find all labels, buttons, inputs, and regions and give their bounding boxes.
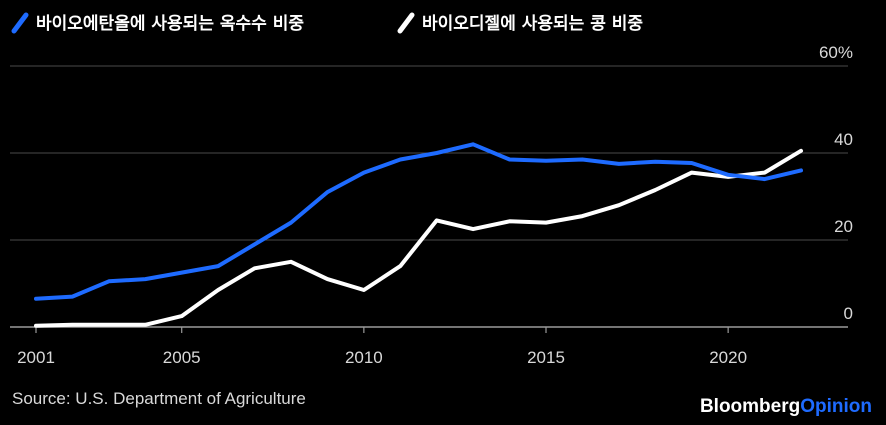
bloomberg-opinion-logo: BloombergOpinion <box>700 396 872 417</box>
x-axis: 2001 2005 2010 2015 2020 <box>17 327 747 367</box>
legend-item-corn: 바이오에탄올에 사용되는 옥수수 비중 <box>11 12 304 34</box>
y-tick-label: 0 <box>844 304 853 323</box>
x-tick-label: 2010 <box>345 348 383 367</box>
legend-item-soy: 바이오디젤에 사용되는 콩 비중 <box>397 12 643 34</box>
chart-legend: 바이오에탄올에 사용되는 옥수수 비중 바이오디젤에 사용되는 콩 비중 <box>11 12 643 34</box>
x-tick-label: 2005 <box>163 348 201 367</box>
brand-bloomberg: Bloomberg <box>700 396 800 417</box>
brand-logo-text: BloombergOpinion <box>700 396 872 417</box>
legend-swatch-corn <box>11 12 29 34</box>
series-line-corn <box>34 142 803 301</box>
x-tick-label: 2020 <box>709 348 747 367</box>
source-note: Source: U.S. Department of Agriculture <box>12 389 306 408</box>
legend-label-corn: 바이오에탄올에 사용되는 옥수수 비중 <box>36 14 304 34</box>
series-line-soy <box>34 148 803 328</box>
x-tick-label: 2015 <box>527 348 565 367</box>
brand-opinion: Opinion <box>800 396 872 417</box>
y-tick-label: 40 <box>834 130 853 149</box>
legend-label-soy: 바이오디젤에 사용되는 콩 비중 <box>422 14 643 34</box>
y-tick-label: 20 <box>834 217 853 236</box>
legend-swatch-soy <box>397 12 415 34</box>
plot-area <box>34 142 803 328</box>
y-tick-label: 60% <box>819 43 853 62</box>
y-axis: 0 20 40 60% <box>819 43 853 323</box>
gridlines <box>10 65 848 328</box>
x-tick-label: 2001 <box>17 348 55 367</box>
